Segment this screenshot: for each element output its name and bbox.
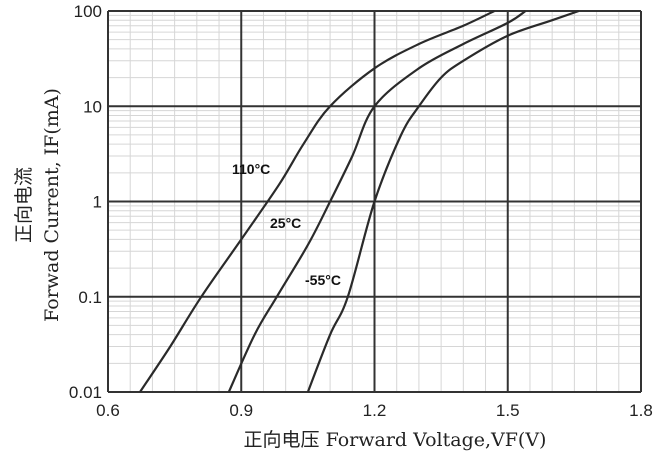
- y-tick-label: 100: [74, 2, 102, 21]
- curve-minus55c: [306, 9, 580, 393]
- x-tick-label: 1.8: [629, 401, 653, 420]
- curves: [139, 9, 580, 393]
- label-25c: 25°C: [270, 215, 301, 231]
- y-tick-labels: 0.01 0.1 1 10 100: [69, 2, 102, 402]
- curve-labels: 110°C 25°C -55°C: [232, 161, 341, 288]
- y-tick-label: 10: [83, 97, 102, 116]
- x-tick-label: 0.9: [229, 401, 253, 420]
- y-axis-title: 正向电流: [13, 167, 35, 243]
- label-minus55c: -55°C: [305, 272, 341, 288]
- x-tick-labels: 0.6 0.9 1.2 1.5 1.8: [96, 401, 653, 420]
- curve-110c: [139, 10, 495, 393]
- x-tick-label: 1.2: [363, 401, 387, 420]
- y-tick-label: 1: [93, 193, 102, 212]
- y-tick-label: 0.01: [69, 383, 102, 402]
- y-tick-label: 0.1: [78, 288, 102, 307]
- x-axis-title: 正向电压 Forward Voltage,VF(V): [244, 429, 547, 451]
- y-axis-title-english: Forwad Current, IF(mA): [41, 88, 63, 322]
- x-tick-label: 1.5: [496, 401, 520, 420]
- label-110c: 110°C: [232, 161, 270, 177]
- x-tick-label: 0.6: [96, 401, 120, 420]
- curve-25c: [227, 10, 527, 393]
